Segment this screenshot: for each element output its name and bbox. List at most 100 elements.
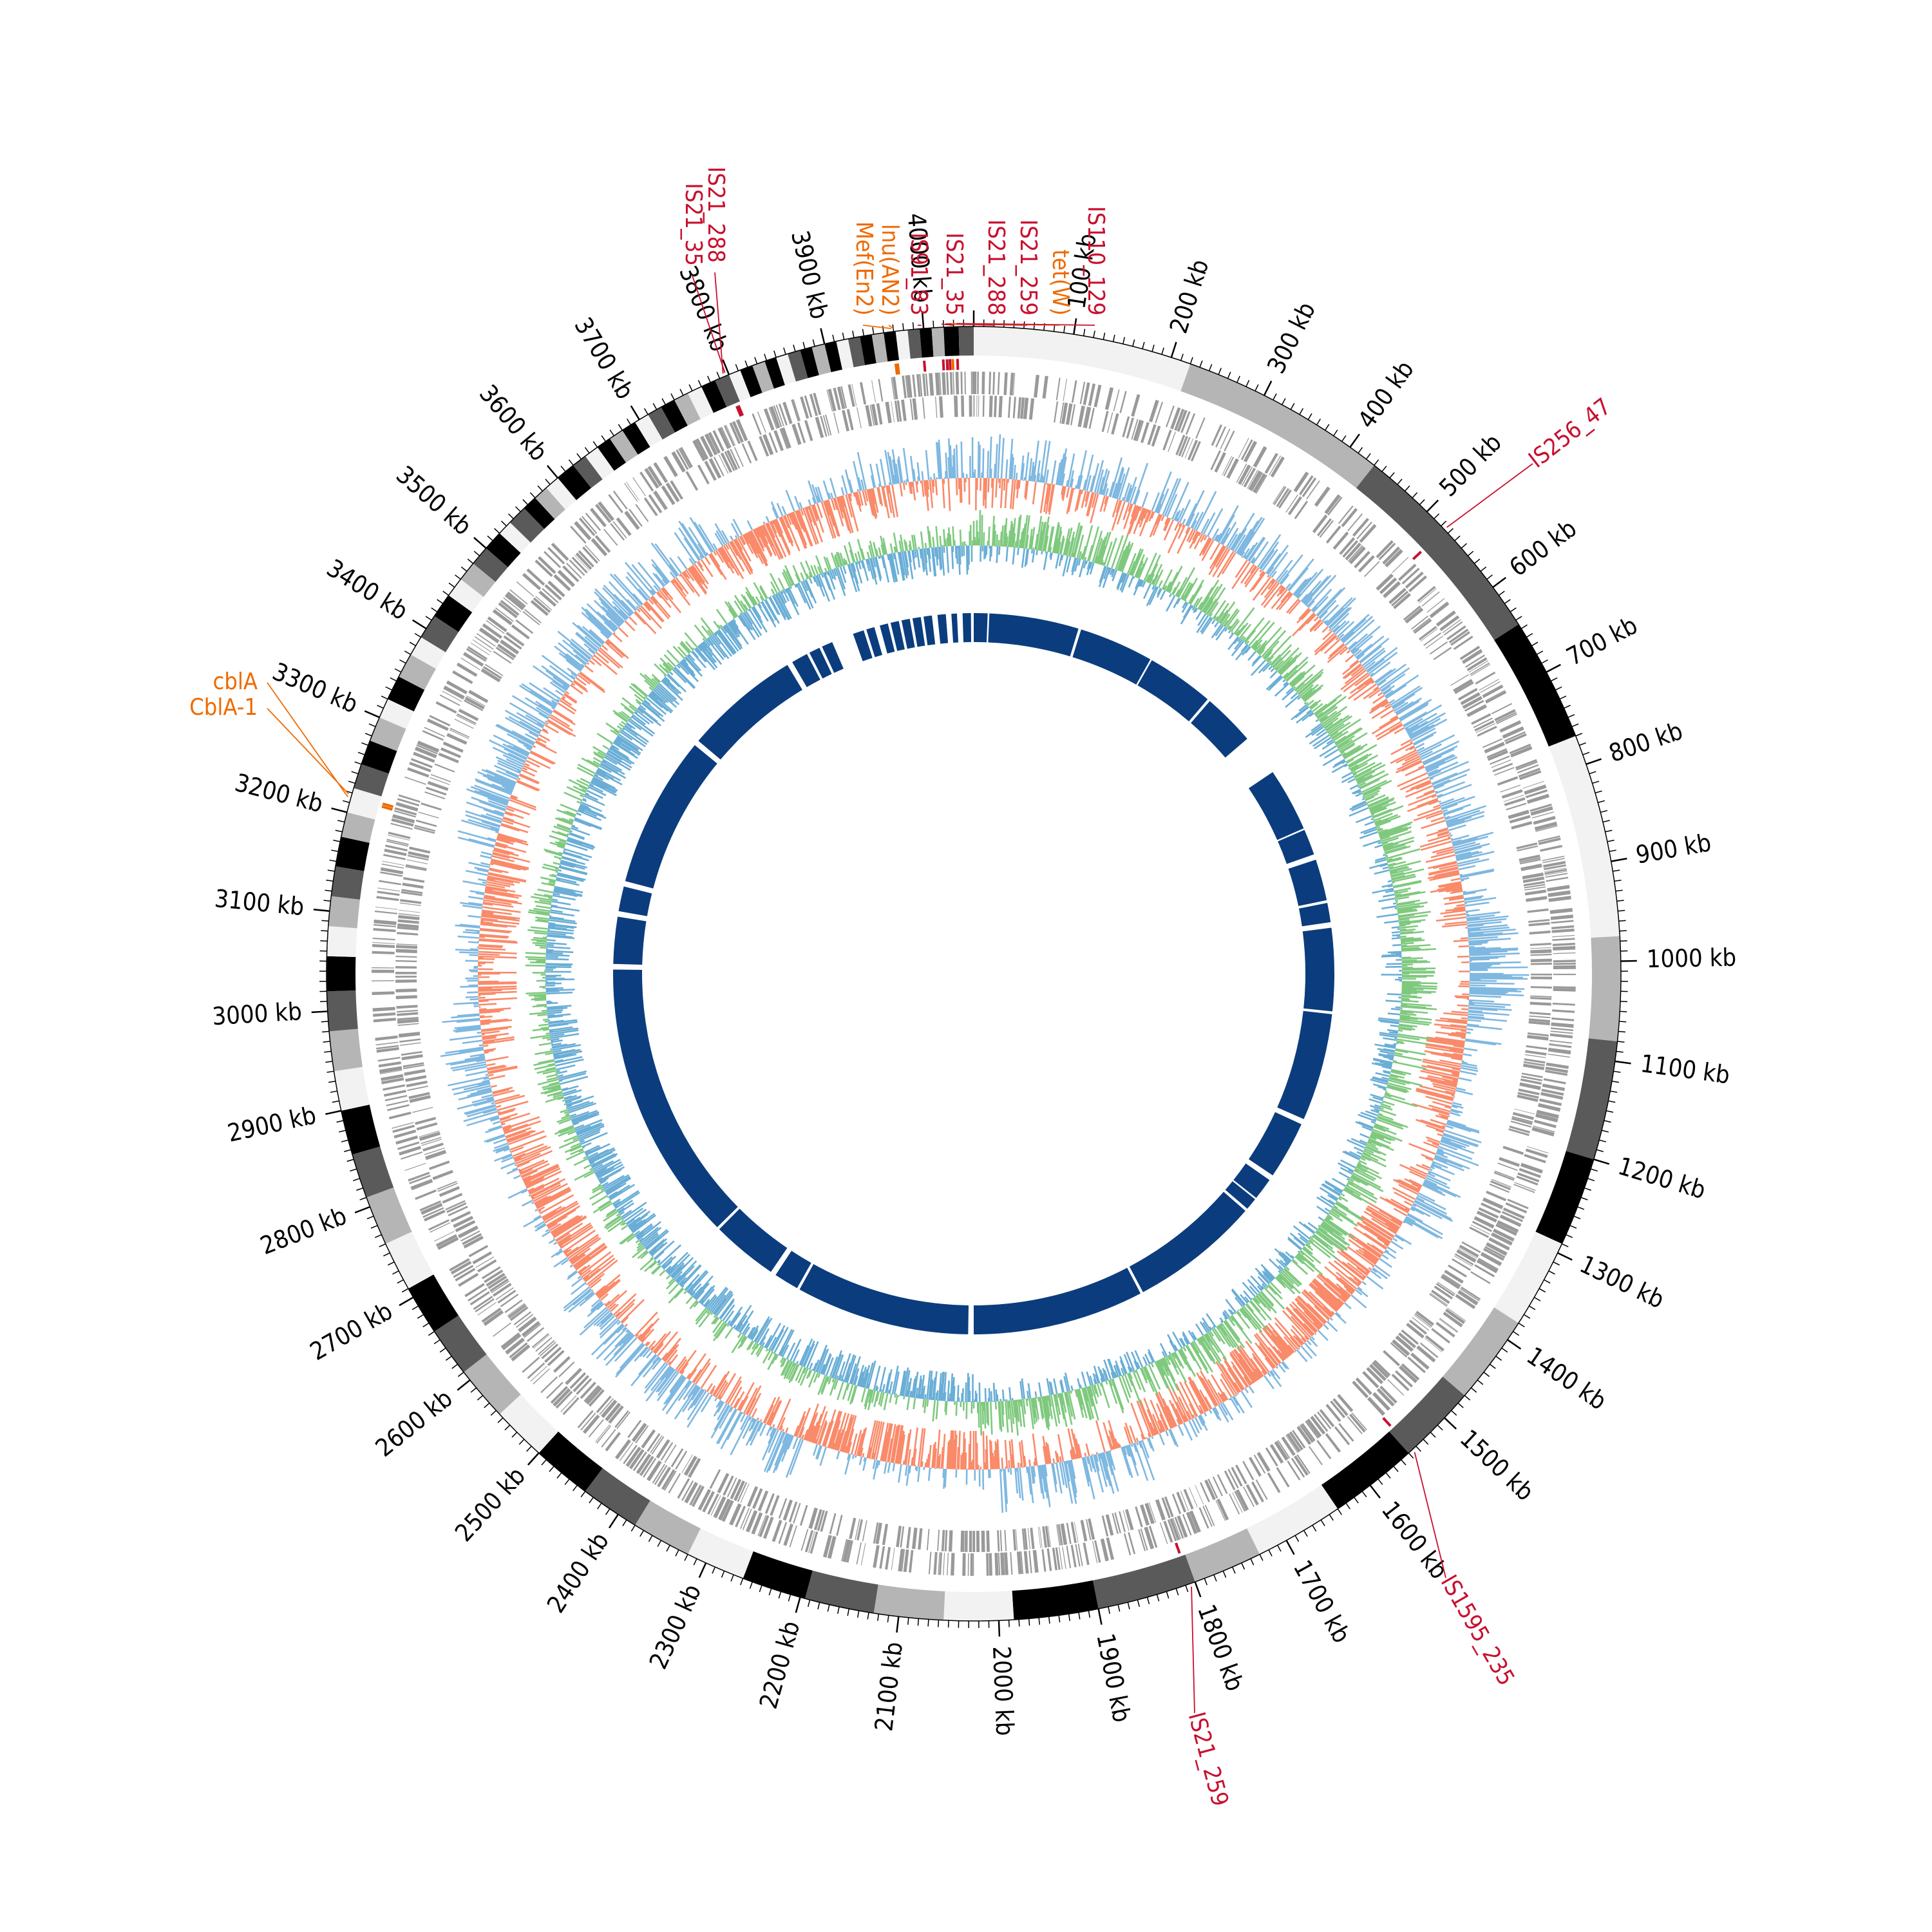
gc-content-bar [1345, 654, 1354, 663]
gc-content-bar [1294, 1307, 1318, 1332]
gc-skew-bar [1118, 541, 1131, 572]
minor-tick [522, 499, 529, 506]
gc-content-bar [454, 1025, 481, 1030]
cds-feature [495, 647, 515, 661]
gc-skew-bar [1258, 647, 1266, 655]
gc-content-bar [1220, 533, 1229, 545]
minor-tick [1208, 364, 1213, 372]
gc-content-bar [1387, 1246, 1397, 1254]
gc-skew-bar [984, 545, 987, 558]
cds-feature [396, 1009, 418, 1013]
gc-content-bar [955, 444, 959, 478]
minor-tick [1620, 940, 1627, 942]
cds-feature [1113, 389, 1120, 412]
gc-skew-bar [1022, 515, 1028, 549]
major-tick [795, 1596, 801, 1613]
gc-skew-bar [994, 531, 996, 546]
gc-content-bar [1325, 597, 1353, 625]
gc-content-bar [763, 1430, 782, 1472]
minor-tick [601, 435, 606, 442]
cds-feature [509, 1342, 528, 1359]
contig-segment [860, 334, 876, 365]
gc-content-bar [1384, 690, 1394, 697]
cds-feature [434, 763, 455, 773]
gc-content-bar [1466, 913, 1470, 916]
gc-content-bar [643, 1363, 668, 1394]
cds-feature [1485, 690, 1507, 704]
gc-content-bar [669, 1375, 684, 1394]
gc-content-bar [1395, 1233, 1412, 1245]
gc-content-bar [767, 522, 776, 538]
gc-content-bar [500, 824, 520, 832]
gc-content-bar [1426, 1036, 1465, 1044]
gc-content-bar [487, 797, 508, 806]
gc-skew-bar [1242, 645, 1251, 656]
gc-content-bar [1439, 1142, 1458, 1151]
gc-content-bar [992, 1452, 994, 1470]
gc-content-bar [1245, 1387, 1247, 1389]
cds-feature [493, 1322, 511, 1337]
gc-content-bar [1103, 1452, 1109, 1467]
gc-content-bar [1236, 1347, 1260, 1379]
minor-tick [399, 659, 406, 664]
gc-skew-bar [1215, 616, 1219, 621]
cds-feature [1455, 1294, 1476, 1309]
minor-tick [1222, 1571, 1227, 1578]
gc-content-bar [598, 1280, 621, 1300]
gc-content-bar [1031, 1466, 1036, 1484]
gc-skew-bar [1120, 573, 1126, 583]
major-tick [1546, 663, 1561, 673]
annotation-mark [948, 359, 952, 370]
cds-feature [1504, 797, 1526, 806]
gc-skew-bar [1177, 567, 1196, 598]
gc-content-bar [1301, 1291, 1331, 1320]
cds-feature [942, 372, 947, 395]
cds-feature [1056, 1524, 1061, 1546]
gc-content-bar [679, 1362, 689, 1374]
contig-segment [328, 896, 360, 929]
gc-content-bar [1381, 1254, 1389, 1260]
cds-feature [1234, 1490, 1246, 1512]
gc-content-bar [1038, 1465, 1045, 1499]
cds-feature [1544, 868, 1567, 875]
cds-feature [397, 798, 420, 807]
gc-content-bar [512, 1167, 518, 1171]
gc-content-bar [497, 723, 535, 745]
cds-feature [1478, 1258, 1499, 1271]
gc-content-bar [715, 530, 726, 545]
minor-tick [390, 677, 397, 682]
minor-tick [675, 1549, 679, 1557]
cds-feature [660, 1442, 674, 1461]
gc-content-bar [1194, 1417, 1202, 1430]
cds-feature [1251, 471, 1264, 491]
gc-content-bar [537, 1206, 545, 1211]
gc-content-bar [1198, 537, 1211, 556]
gc-content-bar [642, 1349, 650, 1358]
gc-content-bar [1113, 468, 1125, 499]
gc-content-bar [1342, 1261, 1365, 1280]
minor-tick [1250, 1558, 1255, 1566]
minor-tick [778, 1591, 782, 1599]
cds-feature [1028, 398, 1035, 420]
gc-content-bar [1066, 1460, 1077, 1504]
tick-label: 1100 kb [1639, 1049, 1732, 1089]
gc-content-bar [878, 484, 881, 488]
gc-content-bar [495, 756, 523, 770]
gc-content-bar [767, 1411, 775, 1426]
gc-skew-bar [1198, 579, 1220, 611]
gc-skew-bar [1250, 659, 1266, 676]
cds-feature [1456, 1249, 1477, 1263]
gc-content-bar [1084, 1452, 1087, 1457]
gc-content-bar [485, 1126, 503, 1133]
gc-content-bar [1388, 723, 1403, 732]
minor-tick [1614, 879, 1622, 882]
major-tick [1593, 1159, 1610, 1165]
gc-content-bar [1095, 1454, 1099, 1462]
gc-content-bar [1238, 1353, 1258, 1381]
cds-feature [565, 562, 582, 579]
gc-content-bar [538, 704, 553, 714]
gc-skew-bar [1289, 670, 1306, 686]
gc-content-bar [737, 1399, 744, 1410]
gc-content-bar [538, 712, 549, 720]
gc-content-bar [462, 880, 486, 887]
